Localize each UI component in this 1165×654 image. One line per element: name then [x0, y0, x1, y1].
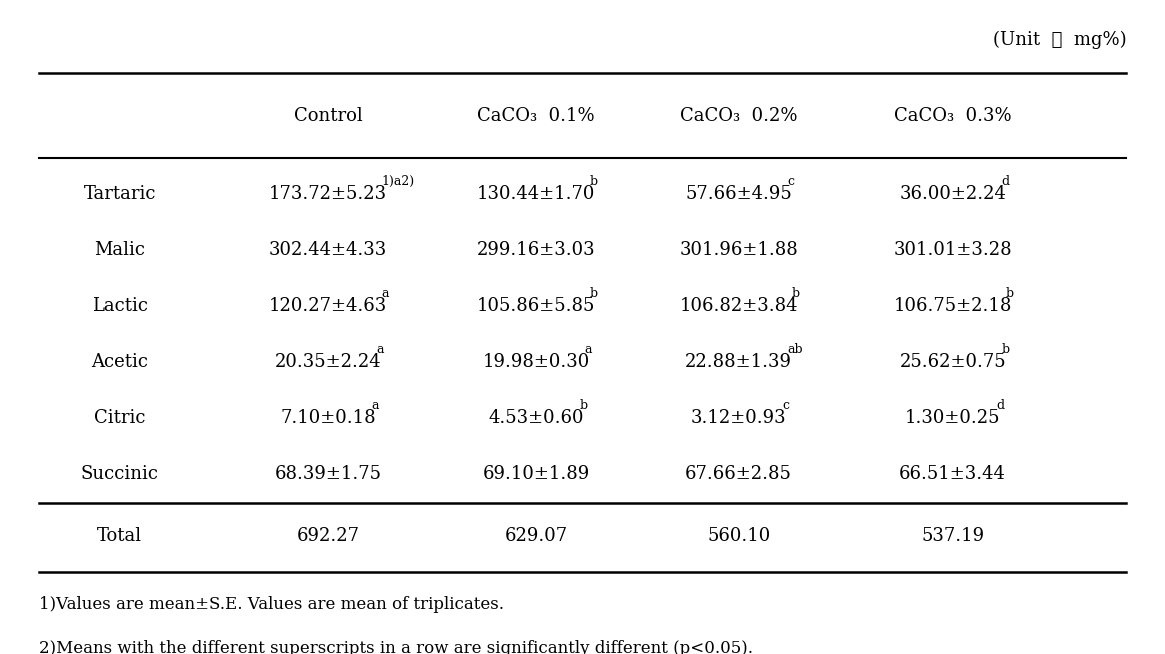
Text: ab: ab — [788, 343, 803, 356]
Text: 7.10±0.18: 7.10±0.18 — [281, 409, 376, 426]
Text: 1)a2): 1)a2) — [381, 175, 415, 188]
Text: 68.39±1.75: 68.39±1.75 — [275, 464, 381, 483]
Text: (Unit  ：  mg%): (Unit ： mg%) — [993, 31, 1127, 50]
Text: b: b — [580, 399, 588, 412]
Text: a: a — [376, 343, 384, 356]
Text: 302.44±4.33: 302.44±4.33 — [269, 241, 387, 259]
Text: 105.86±5.85: 105.86±5.85 — [476, 297, 595, 315]
Text: a: a — [585, 343, 592, 356]
Text: 1)Values are mean±S.E. Values are mean of triplicates.: 1)Values are mean±S.E. Values are mean o… — [38, 596, 504, 613]
Text: b: b — [1005, 287, 1014, 300]
Text: 19.98±0.30: 19.98±0.30 — [482, 353, 589, 371]
Text: CaCO₃  0.1%: CaCO₃ 0.1% — [478, 107, 595, 124]
Text: 67.66±2.85: 67.66±2.85 — [685, 464, 792, 483]
Text: 629.07: 629.07 — [504, 526, 567, 545]
Text: b: b — [589, 287, 598, 300]
Text: 173.72±5.23: 173.72±5.23 — [269, 185, 387, 203]
Text: Acetic: Acetic — [91, 353, 148, 371]
Text: 692.27: 692.27 — [297, 526, 360, 545]
Text: Tartaric: Tartaric — [84, 185, 156, 203]
Text: 106.75±2.18: 106.75±2.18 — [894, 297, 1012, 315]
Text: CaCO₃  0.2%: CaCO₃ 0.2% — [680, 107, 797, 124]
Text: Total: Total — [97, 526, 142, 545]
Text: 1.30±0.25: 1.30±0.25 — [905, 409, 1001, 426]
Text: 3.12±0.93: 3.12±0.93 — [691, 409, 786, 426]
Text: Citric: Citric — [94, 409, 146, 426]
Text: 20.35±2.24: 20.35±2.24 — [275, 353, 381, 371]
Text: 560.10: 560.10 — [707, 526, 770, 545]
Text: 120.27±4.63: 120.27±4.63 — [269, 297, 387, 315]
Text: Control: Control — [294, 107, 362, 124]
Text: Malic: Malic — [94, 241, 146, 259]
Text: b: b — [1001, 343, 1009, 356]
Text: 301.96±1.88: 301.96±1.88 — [679, 241, 798, 259]
Text: c: c — [782, 399, 789, 412]
Text: Succinic: Succinic — [80, 464, 158, 483]
Text: 66.51±3.44: 66.51±3.44 — [899, 464, 1007, 483]
Text: a: a — [372, 399, 379, 412]
Text: b: b — [792, 287, 800, 300]
Text: 25.62±0.75: 25.62±0.75 — [899, 353, 1005, 371]
Text: 22.88±1.39: 22.88±1.39 — [685, 353, 792, 371]
Text: CaCO₃  0.3%: CaCO₃ 0.3% — [894, 107, 1011, 124]
Text: 299.16±3.03: 299.16±3.03 — [476, 241, 595, 259]
Text: 57.66±4.95: 57.66±4.95 — [685, 185, 792, 203]
Text: a: a — [381, 287, 389, 300]
Text: 537.19: 537.19 — [922, 526, 984, 545]
Text: 301.01±3.28: 301.01±3.28 — [894, 241, 1012, 259]
Text: 36.00±2.24: 36.00±2.24 — [899, 185, 1007, 203]
Text: 4.53±0.60: 4.53±0.60 — [488, 409, 584, 426]
Text: Lactic: Lactic — [92, 297, 148, 315]
Text: 106.82±3.84: 106.82±3.84 — [679, 297, 798, 315]
Text: c: c — [788, 175, 795, 188]
Text: 69.10±1.89: 69.10±1.89 — [482, 464, 589, 483]
Text: d: d — [1001, 175, 1009, 188]
Text: 130.44±1.70: 130.44±1.70 — [476, 185, 595, 203]
Text: b: b — [589, 175, 598, 188]
Text: d: d — [996, 399, 1004, 412]
Text: 2)Means with the different superscripts in a row are significantly different (p<: 2)Means with the different superscripts … — [38, 640, 753, 654]
